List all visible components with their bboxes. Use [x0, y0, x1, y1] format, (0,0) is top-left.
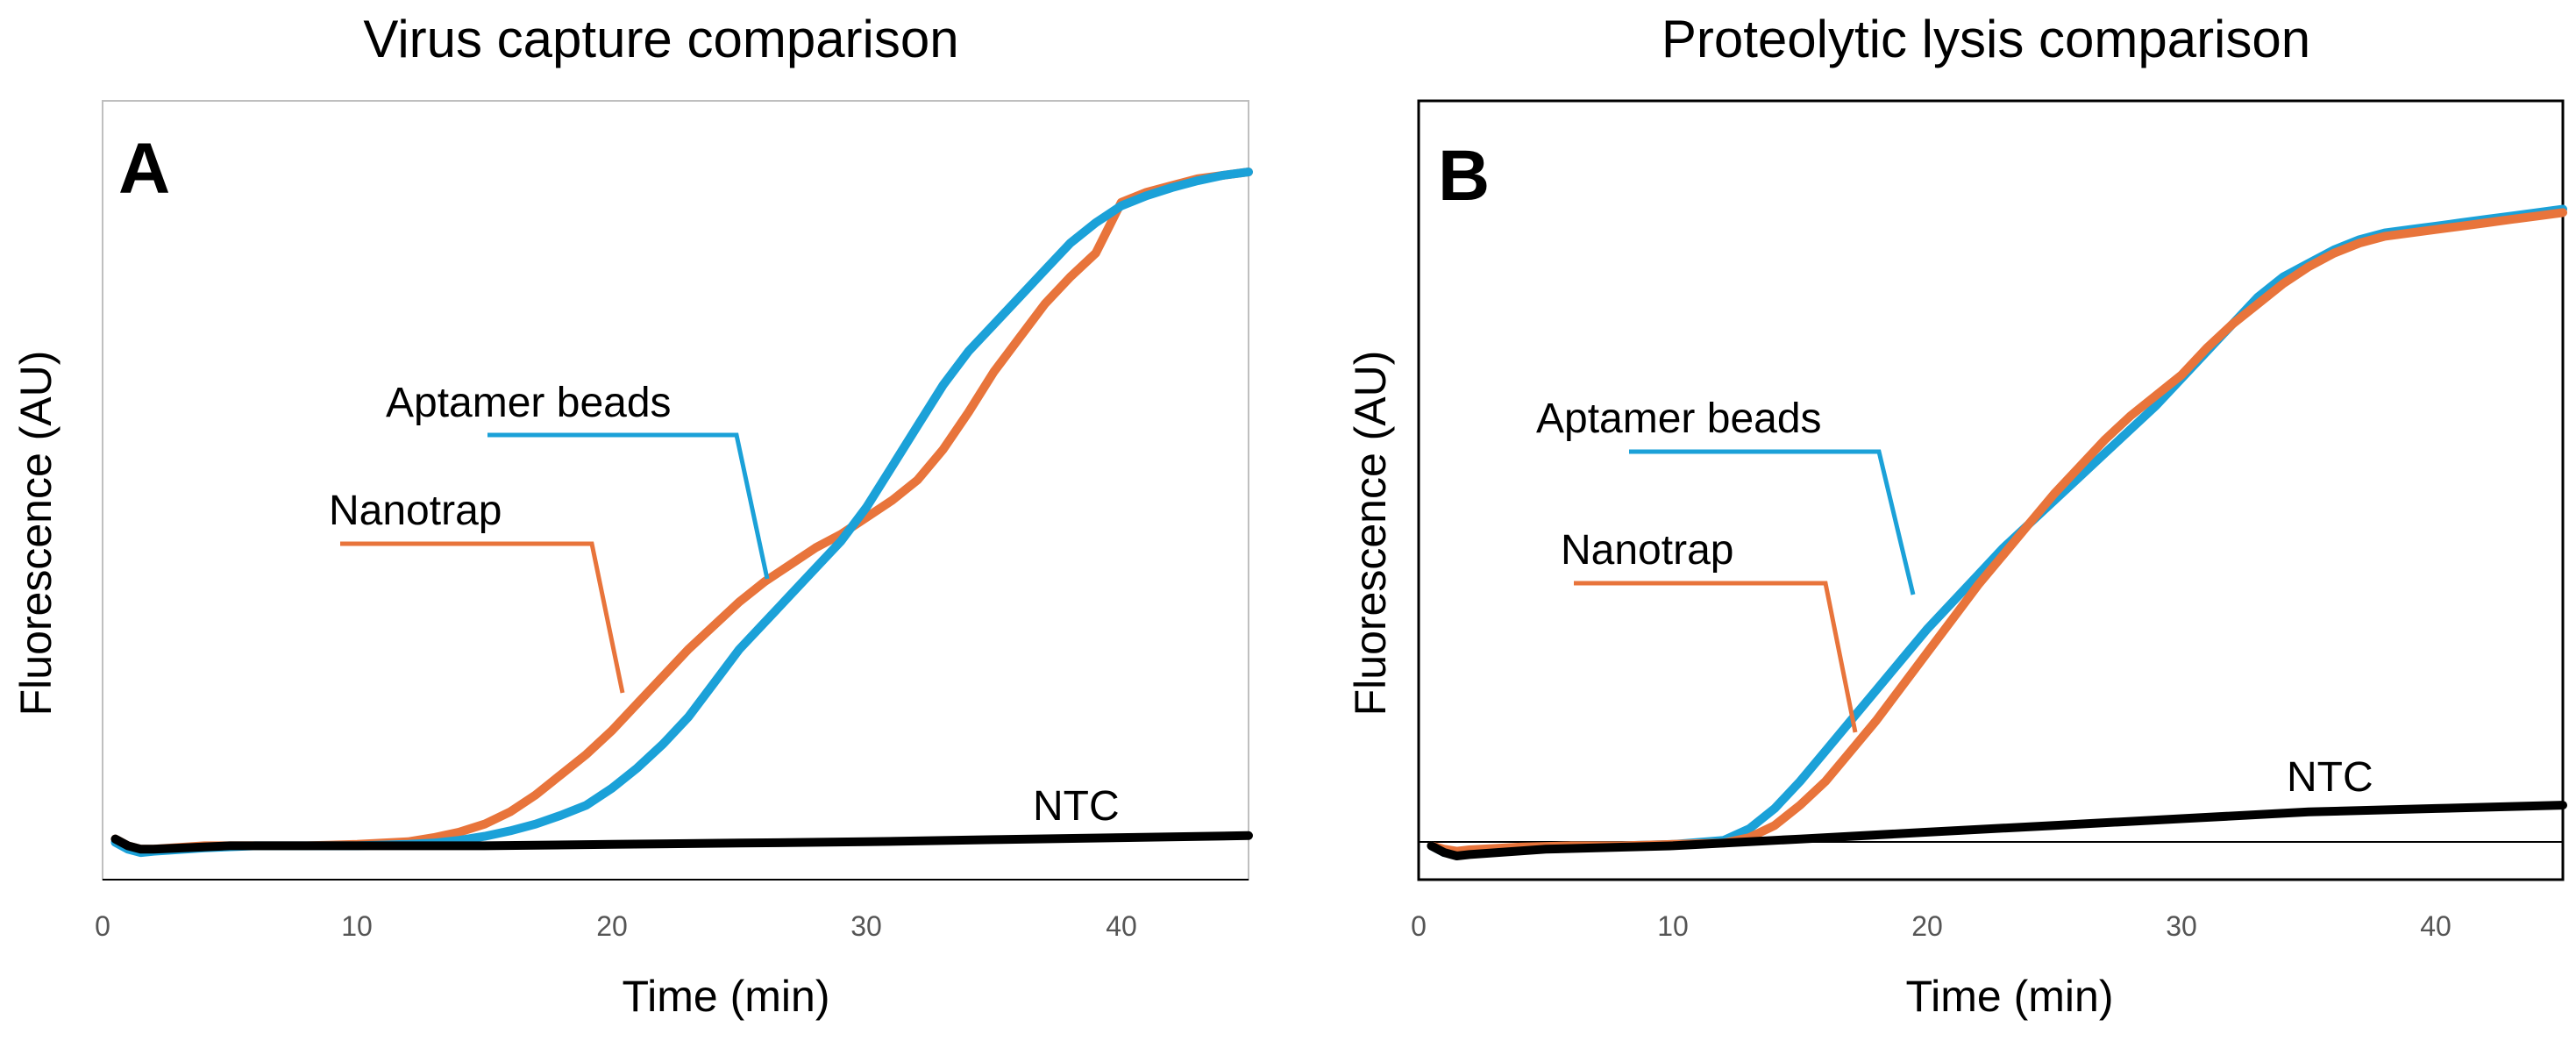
panel-b-ntc-line: [1427, 801, 2567, 860]
panel-a-aptamer-beads-label: Aptamer beads: [386, 380, 672, 426]
panel-b-xtick-label: 10: [1657, 910, 1689, 942]
panel-b-y-axis-label: Fluorescence (AU): [1346, 351, 1395, 717]
panel-a-plot-area: [102, 100, 1249, 881]
panel-b-x-ticks: 0 10 20 30 40: [1411, 910, 2451, 942]
panel-b-title: Proteolytic lysis comparison: [1662, 10, 2310, 68]
panel-a-ntc-label: NTC: [1033, 783, 1120, 830]
panel-a-xtick-label: 20: [596, 910, 628, 942]
panel-b-annotations: Aptamer beads Nanotrap NTC: [1536, 396, 2373, 801]
panel-b-series: [1427, 204, 2567, 860]
panel-a-aptamer-beads-leader: [487, 432, 770, 580]
panel-a-series: [110, 168, 1253, 858]
panel-b-xtick-label: 20: [1911, 910, 1943, 942]
panel-b-xtick-label: 30: [2166, 910, 2197, 942]
panel-a-title: Virus capture comparison: [363, 10, 958, 68]
panel-a-nanotrap-label: Nanotrap: [329, 488, 502, 534]
panel-b: Proteolytic lysis comparison B Fluoresce…: [1346, 10, 2567, 1021]
panel-b-plot-area: [1417, 99, 2565, 881]
panel-a: Virus capture comparison A Fluorescence …: [11, 10, 1253, 1021]
panel-a-ntc-line: [110, 831, 1253, 854]
panel-a-xtick-label: 30: [850, 910, 882, 942]
panel-b-nanotrap-label: Nanotrap: [1561, 527, 1733, 574]
panel-a-label: A: [118, 129, 170, 209]
panel-a-xtick-label: 0: [95, 910, 110, 942]
panel-b-x-axis-label: Time (min): [1905, 972, 2113, 1021]
panel-b-aptamer-beads-label: Aptamer beads: [1536, 396, 1822, 442]
panel-a-x-axis-label: Time (min): [622, 972, 829, 1021]
panel-a-xtick-label: 40: [1106, 910, 1137, 942]
panel-b-ntc-label: NTC: [2287, 754, 2373, 801]
panel-b-xtick-label: 40: [2420, 910, 2451, 942]
panel-a-nanotrap-leader: [340, 541, 625, 694]
panel-a-x-ticks: 0 10 20 30 40: [95, 910, 1137, 942]
panel-a-nanotrap-line: [110, 168, 1253, 854]
panel-a-annotations: Aptamer beads Nanotrap NTC: [329, 380, 1120, 830]
panel-a-xtick-label: 10: [341, 910, 373, 942]
panel-a-y-axis-label: Fluorescence (AU): [11, 351, 60, 717]
panel-b-aptamer-beads-leader: [1629, 449, 1916, 595]
panel-b-nanotrap-leader: [1574, 581, 1858, 733]
panel-b-xtick-label: 0: [1411, 910, 1427, 942]
panel-b-label: B: [1438, 136, 1490, 216]
